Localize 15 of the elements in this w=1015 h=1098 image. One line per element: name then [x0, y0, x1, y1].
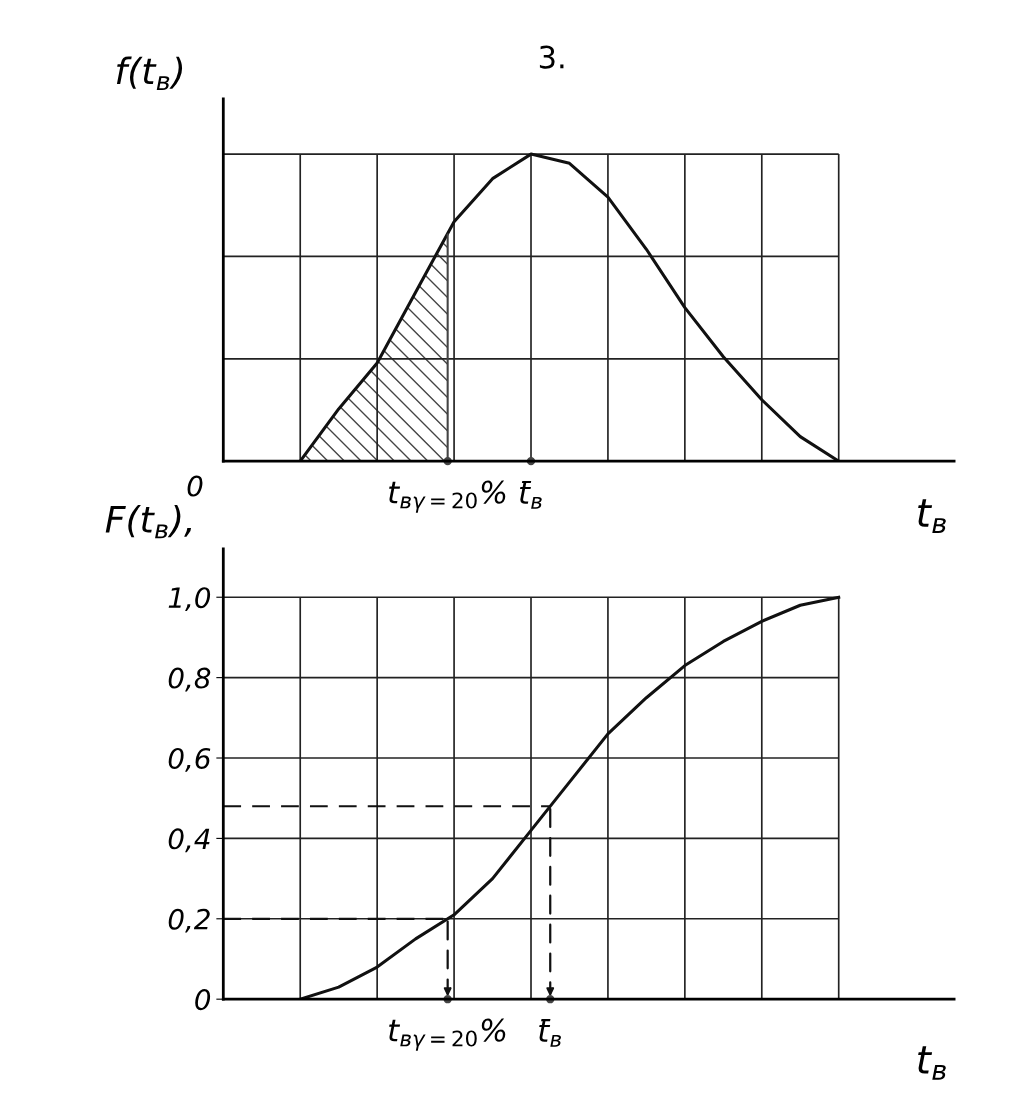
y-tick-label: 0,2	[168, 908, 210, 933]
y-tick-label: 0,4	[168, 828, 210, 853]
y-tick-label: 0,6	[168, 747, 211, 772]
y-tick-label: 1,0	[168, 587, 211, 612]
text: t$_{вγ=20}$%	[389, 480, 506, 513]
text: t$_{вγ=20}$%	[389, 1018, 506, 1051]
chart-title: 3.	[539, 45, 564, 69]
y-tick-label: 0	[195, 989, 211, 1011]
x-axis-title: t$_{в}$	[918, 1046, 946, 1080]
x-axis-title: t$_{в}$	[918, 499, 946, 534]
text: t̄$_{в}$	[539, 1018, 561, 1047]
y-axis-title: F(t$_{в}$),	[105, 505, 192, 539]
y-tick-label: 0,8	[168, 667, 211, 692]
y-axis-title: f(t$_{в}$)	[116, 56, 183, 90]
text: t̄$_{в}$	[519, 480, 542, 509]
